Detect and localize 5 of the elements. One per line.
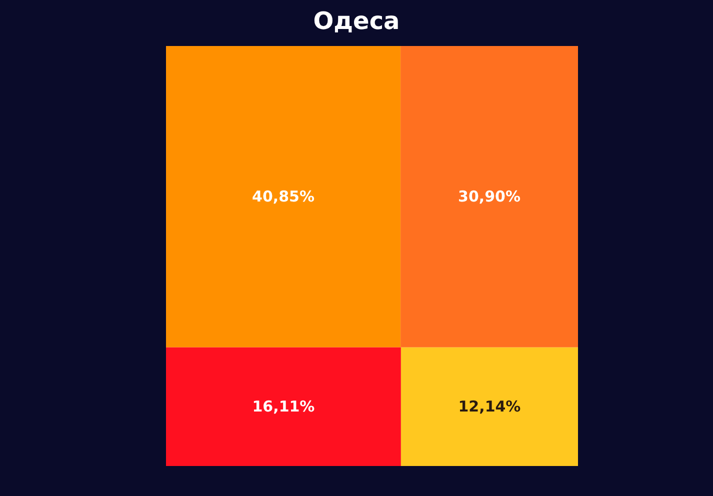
text: Одеса xyxy=(313,7,400,35)
data-label: 16,11% xyxy=(252,398,315,416)
data-label: 40,85% xyxy=(252,188,315,206)
data-label: 12,14% xyxy=(458,398,521,416)
data-label: 30,90% xyxy=(458,188,521,206)
